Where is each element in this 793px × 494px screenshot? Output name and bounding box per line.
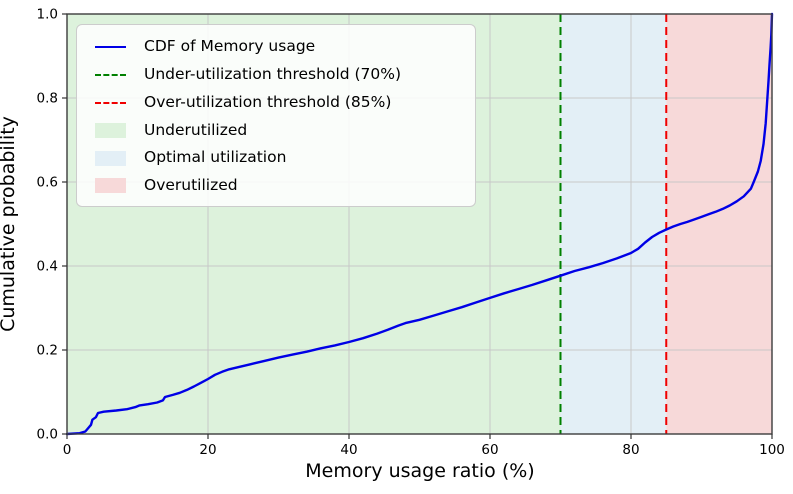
x-tick-label: 100: [759, 442, 785, 458]
legend-item-overutilized: Overutilized: [87, 173, 465, 199]
underutilized-patch-swatch: [95, 122, 126, 138]
y-tick-label: 1.0: [37, 7, 58, 23]
y-tick-label: 0.0: [37, 427, 58, 443]
x-axis-label: Memory usage ratio (%): [305, 460, 535, 482]
y-tick-label: 0.2: [37, 343, 58, 359]
optimal-patch-swatch: [95, 150, 126, 166]
legend-label: Overutilized: [144, 176, 238, 195]
legend-label: Under-utilization threshold (70%): [144, 65, 402, 84]
x-tick-label: 0: [63, 442, 72, 458]
legend-item-underutilized: Underutilized: [87, 117, 465, 143]
under-threshold-line-swatch: [95, 73, 126, 76]
x-tick-label: 80: [622, 442, 639, 458]
overutilized-patch-swatch: [95, 178, 126, 194]
legend-box: CDF of Memory usage Under-utilization th…: [76, 24, 476, 207]
y-tick-label: 0.6: [37, 175, 58, 191]
legend-item-under-threshold: Under-utilization threshold (70%): [87, 62, 465, 88]
cdf-line-swatch: [95, 46, 126, 48]
over-threshold-line-swatch: [95, 101, 126, 104]
x-tick-label: 40: [340, 442, 357, 458]
plot-border: [66, 13, 773, 435]
cdf-line: [65, 12, 774, 436]
y-tick-label: 0.4: [37, 259, 58, 275]
legend-item-over-threshold: Over-utilization threshold (85%): [87, 90, 465, 116]
y-axis-label: Cumulative probability: [0, 116, 19, 332]
x-tick-label: 60: [481, 442, 498, 458]
y-tick-label: 0.8: [37, 91, 58, 107]
legend-item-optimal: Optimal utilization: [87, 145, 465, 171]
legend-label: CDF of Memory usage: [144, 37, 316, 56]
region-optimal-utilization: [560, 14, 667, 434]
x-tick-label: 20: [199, 442, 216, 458]
legend-label: Over-utilization threshold (85%): [144, 92, 392, 111]
legend-label: Optimal utilization: [144, 148, 287, 167]
legend-label: Underutilized: [144, 120, 248, 139]
legend-item-cdf: CDF of Memory usage: [87, 34, 465, 60]
